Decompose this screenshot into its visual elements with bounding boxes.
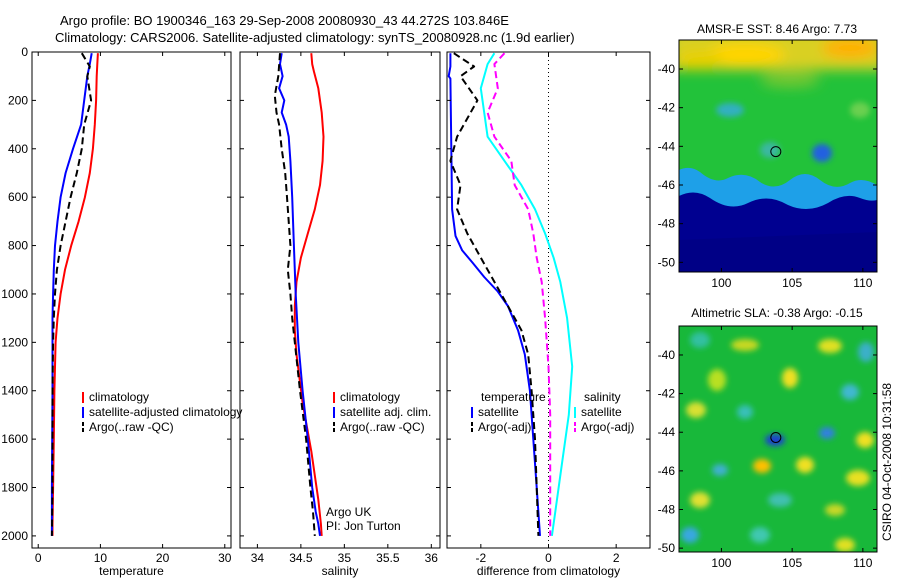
legend-label: satellite adj. clim. [340,405,431,419]
y-tick-label: 0 [21,45,28,59]
map-y-tick-label: -42 [658,101,676,115]
legend-heading: temperature [481,390,546,404]
series-line-salinity-0 [293,53,325,536]
y-tick-label: 1600 [1,432,28,446]
map-y-tick-label: -48 [658,503,676,517]
series-line-temperature-2 [50,52,93,536]
x-tick-label: 0 [545,551,552,565]
x-tick-label: 35 [338,551,352,565]
y-tick-label: 400 [8,142,28,156]
x-tick-label: 2 [613,551,620,565]
sst-map: AMSR-E SST: 8.46 Argo: 7.73 100 105 110 -40… [658,22,878,290]
legend-label: satellite [581,405,622,419]
map-y-tick-label: -42 [658,387,676,401]
map-x-tick-label: 105 [782,556,802,570]
platform-annotation: Argo UK [326,505,371,519]
legend-label: satellite [478,405,519,419]
argo-position-circle [770,146,782,158]
y-tick-label: 800 [8,239,28,253]
argo-position-circle [770,431,782,443]
x-tick-label: 20 [156,551,170,565]
sla-anomaly-blobs [681,332,874,552]
header-line-1: Argo profile: BO 1900346_163 29-Sep-2008… [60,13,509,28]
sst-map-frame [678,39,878,273]
sla-argo-marker [770,431,782,443]
legend-label: Argo(-adj) [581,420,634,434]
series-line-difference-0 [447,53,541,536]
plot-frame-salinity [239,51,441,549]
legend-label: satellite-adjusted climatology [89,405,242,419]
header-line-2: Climatology: CARS2006. Satellite-adjuste… [55,30,575,45]
map-x-tick-label: 105 [782,276,802,290]
sst-warm-band [679,40,877,88]
series-line-salinity-2 [273,53,316,536]
legend-difference: temperaturesatelliteArgo(-adj)salinitysa… [471,390,634,434]
map-y-tick-label: -50 [658,541,676,555]
y-tick-label: 2000 [1,529,28,543]
panel-salinity: 34 34.5 35 35.5 36 salinity climatologysatelli… [239,51,441,578]
x-tick-label: 34.5 [289,551,313,565]
legend-label: Argo(..raw -QC) [89,420,174,434]
x-axis-label: temperature [99,564,164,578]
profile-panels: 0 10 20 30020040060080010001200140016001800… [1,45,651,578]
y-tick-label: 1400 [1,384,28,398]
y-tick-label: 1000 [1,287,28,301]
sla-map-frame [678,325,878,553]
sst-map-title: AMSR-E SST: 8.46 Argo: 7.73 [697,22,857,36]
panel-temperature: 0 10 20 30 0 200 400 600 800 1000 1200 1400 1600 1800… [1,45,242,578]
side-timestamp: CSIRO 04-Oct-2008 10:31:58 [880,383,894,541]
plot-frame-temperature [31,51,232,549]
map-y-tick-label: -40 [658,62,676,76]
x-axis-label: difference from climatology [477,564,620,578]
x-tick-label: 10 [94,551,108,565]
legend-label: climatology [89,390,149,404]
map-y-tick-label: -46 [658,464,676,478]
map-y-tick-label: -44 [658,425,676,439]
platform-annotation: PI: Jon Turton [326,519,401,533]
sst-map-ticks: 100 105 110 -40 -42 -44 -46 -48 -50 [658,40,877,290]
map-y-tick-label: -40 [658,348,676,362]
series-line-temperature-1 [50,53,93,536]
x-tick-label: 36 [425,551,439,565]
x-tick-label: -2 [475,551,486,565]
x-tick-label: 0 [35,551,42,565]
y-tick-label: 1200 [1,335,28,349]
series-line-salinity-1 [278,53,321,537]
map-y-tick-label: -50 [658,255,676,269]
map-y-tick-label: -48 [658,217,676,231]
y-tick-label: 600 [8,190,28,204]
map-x-tick-label: 100 [711,276,731,290]
map-x-tick-label: 110 [853,556,872,570]
series-line-temperature-0 [51,53,99,536]
map-x-tick-label: 100 [711,556,731,570]
legend-label: Argo(..raw -QC) [340,420,425,434]
legend-heading: salinity [584,390,621,404]
x-tick-label: 30 [218,551,232,565]
y-tick-label: 1800 [1,481,28,495]
map-y-tick-label: -44 [658,139,676,153]
series-line-difference-3 [486,52,552,536]
sla-map: Altimetric SLA: -0.38 Argo: -0.15 [658,306,878,570]
sst-argo-marker [770,146,782,158]
x-tick-label: 35.5 [376,551,400,565]
x-tick-label: 34 [251,551,265,565]
sla-map-title: Altimetric SLA: -0.38 Argo: -0.15 [691,306,863,320]
series-line-difference-2 [479,52,574,537]
y-tick-label: 200 [8,93,28,107]
map-y-tick-label: -46 [658,178,676,192]
x-axis-label: salinity [322,564,359,578]
legend-label: Argo(-adj) [478,420,531,434]
map-x-tick-label: 110 [853,276,872,290]
series-line-difference-1 [449,52,540,536]
sst-mid-patches [716,102,870,162]
sla-map-ticks: 100 105 110 -40 -42 -44 -46 -48 -50 [658,326,877,570]
legend-label: climatology [340,390,400,404]
